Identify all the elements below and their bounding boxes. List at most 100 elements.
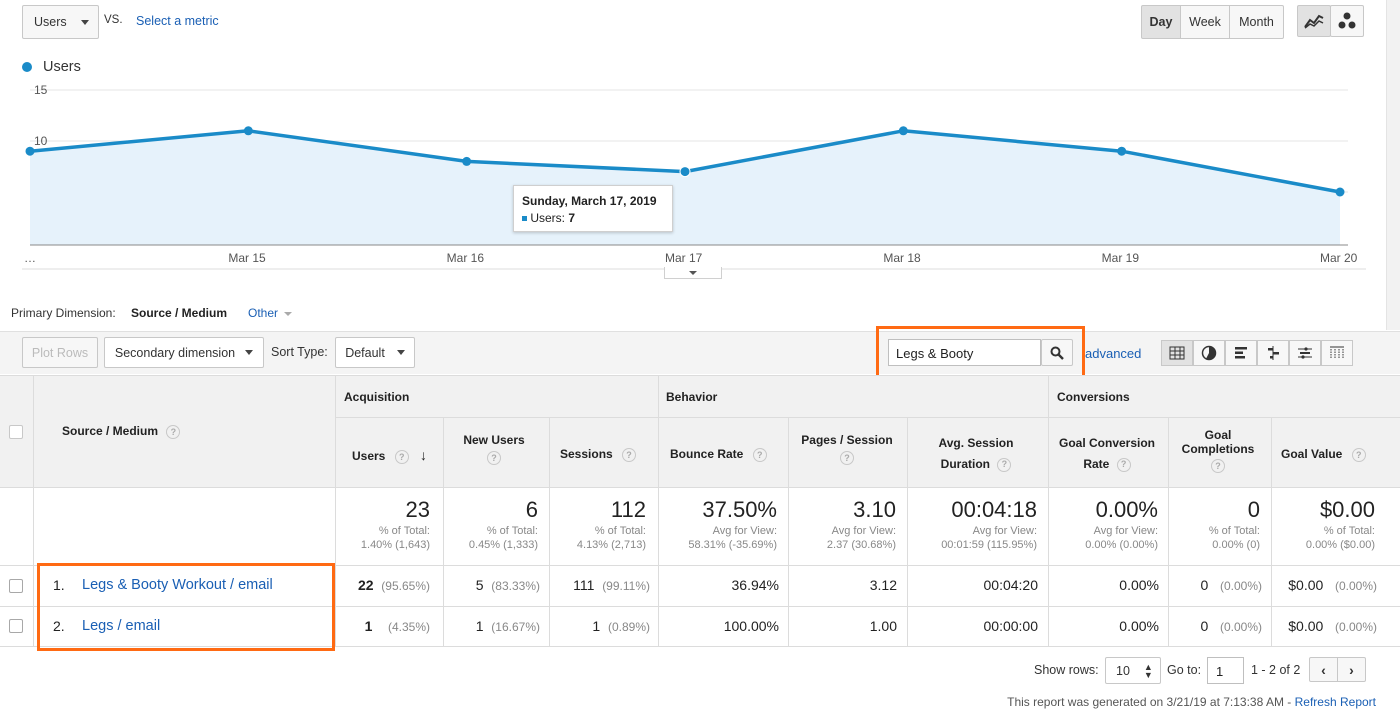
total-sessions: 112 [610, 497, 646, 522]
row-pages-session: 3.12 [869, 577, 897, 593]
total-sub-line: 0.00% ($0.00) [1305, 539, 1375, 551]
avg-session-duration-column-header[interactable]: Avg. Session Duration ? [922, 433, 1030, 475]
new-users-column-header[interactable]: New Users ? [449, 433, 539, 465]
row-users-pct: (4.35%) [387, 620, 430, 634]
row-users: 22 (95.65%) [335, 577, 430, 593]
total-sub-line: 0.00% (0) [1212, 539, 1260, 551]
avg-session-duration-header-label: Avg. Session Duration [938, 436, 1014, 471]
row-goal-value-pct: (0.00%) [1334, 620, 1377, 634]
dimension-column-header[interactable]: Source / Medium ? [62, 424, 181, 439]
secondary-dimension-select[interactable]: Secondary dimension [104, 337, 264, 368]
total-sub-line: Avg for View: [831, 525, 896, 537]
goto-input[interactable]: 1 [1207, 657, 1244, 684]
motion-chart-button[interactable] [1330, 5, 1364, 37]
previous-page-button[interactable]: ‹ [1309, 657, 1338, 682]
help-icon: ? [622, 447, 637, 462]
row-sessions-value: 111 [573, 577, 595, 593]
bounce-rate-column-header[interactable]: Bounce Rate ? [670, 447, 767, 462]
line-chart-button[interactable] [1297, 5, 1331, 37]
row-index: 1. [53, 577, 65, 593]
term-cloud-view-button[interactable] [1289, 340, 1321, 366]
sessions-column-header[interactable]: Sessions ? [560, 447, 637, 462]
report-table: Source / Medium ? Acquisition Behavior C… [0, 375, 1400, 647]
total-sub-line: 0.45% (1,333) [468, 539, 538, 551]
chevron-down-icon [80, 19, 89, 25]
total-new-users: 6 [525, 497, 538, 522]
sort-type-select[interactable]: Default [335, 337, 415, 368]
total-sub-line: Avg for View: [972, 525, 1037, 537]
total-sub-line: 00:01:59 (115.95%) [941, 539, 1037, 551]
table-search-input[interactable]: Legs & Booty [888, 339, 1041, 366]
row-index: 2. [53, 618, 65, 634]
pages-session-column-header[interactable]: Pages / Session ? [793, 433, 901, 465]
plot-rows-button[interactable]: Plot Rows [22, 337, 98, 368]
total-goal-conversion-rate: 0.00% [1095, 497, 1158, 522]
pages-session-header-label: Pages / Session [801, 433, 893, 447]
total-sub-line: 0.00% (0.00%) [1085, 539, 1158, 551]
data-view-button[interactable] [1161, 340, 1193, 366]
advanced-filter-link[interactable]: advanced [1085, 346, 1142, 361]
right-scrollbar[interactable] [1386, 0, 1400, 330]
pivot-view-button[interactable] [1321, 340, 1353, 366]
show-rows-select[interactable]: 10 ▲ ▼ [1105, 657, 1161, 684]
row-users-pct: (95.65%) [381, 579, 430, 593]
sessions-header-label: Sessions [560, 447, 613, 461]
performance-view-button[interactable] [1225, 340, 1257, 366]
row-checkbox[interactable] [9, 619, 23, 633]
goal-conversion-rate-column-header[interactable]: Goal Conversion Rate ? [1055, 433, 1159, 475]
pivot-icon [1330, 346, 1344, 359]
help-icon: ? [1116, 457, 1131, 472]
bounce-rate-header-label: Bounce Rate [670, 447, 744, 461]
month-button[interactable]: Month [1229, 5, 1284, 39]
goal-value-column-header[interactable]: Goal Value ? [1281, 447, 1366, 462]
row-new-users-pct: (16.67%) [491, 620, 540, 634]
total-sub-line: 1.40% (1,643) [360, 539, 430, 551]
tooltip-value: 7 [568, 211, 576, 225]
select-all-checkbox[interactable] [9, 425, 23, 439]
week-button[interactable]: Week [1180, 5, 1230, 39]
total-avg-session-duration-sub: Avg for View: 00:01:59 (115.95%) [907, 524, 1037, 552]
report-generated-text: This report was generated on 3/21/19 at … [1007, 695, 1295, 709]
other-dimension-link[interactable]: Other [248, 306, 293, 320]
tooltip-swatch [522, 216, 527, 222]
goal-completions-column-header[interactable]: Goal Completions ? [1172, 428, 1264, 473]
data-point [679, 166, 691, 178]
row-sessions-pct: (0.89%) [607, 620, 650, 634]
row-users-value: 1 [364, 618, 373, 634]
users-column-header[interactable]: Users ? ↓ [352, 447, 427, 464]
chart-legend: Users [22, 59, 81, 75]
refresh-report-link[interactable]: Refresh Report [1294, 695, 1376, 709]
select-metric-link[interactable]: Select a metric [136, 14, 219, 28]
row-goal-completions: 0 (0.00%) [1168, 618, 1263, 634]
tooltip-label: Users: [530, 211, 566, 225]
row-source-medium-link[interactable]: Legs / email [82, 618, 161, 634]
data-point [1335, 187, 1345, 197]
total-goal-completions-sub: % of Total: 0.00% (0) [1168, 524, 1260, 552]
chart-collapse-handle[interactable] [664, 267, 722, 279]
goto-label: Go to: [1167, 663, 1202, 677]
next-page-button[interactable]: › [1337, 657, 1366, 682]
row-source-medium-link[interactable]: Legs & Booty Workout / email [82, 577, 273, 593]
data-point [25, 146, 35, 156]
metric-select[interactable]: Users [22, 5, 99, 39]
sort-descending-icon: ↓ [420, 447, 428, 463]
x-tick-label: Mar 18 [883, 251, 921, 265]
total-sub-line: 4.13% (2,713) [576, 539, 646, 551]
row-checkbox[interactable] [9, 579, 23, 593]
chevron-right-icon: › [1349, 661, 1354, 678]
row-goal-completions: 0 (0.00%) [1168, 577, 1263, 593]
total-avg-session-duration: 00:04:18 [951, 497, 1037, 522]
rows-highlight-box [37, 563, 335, 651]
total-new-users-sub: % of Total: 0.45% (1,333) [443, 524, 538, 552]
percentage-view-button[interactable] [1193, 340, 1225, 366]
comparison-view-button[interactable] [1257, 340, 1289, 366]
row-new-users-pct: (83.33%) [491, 579, 540, 593]
conversions-group-header: Conversions [1057, 390, 1130, 404]
stepper-icon: ▲ ▼ [1143, 661, 1153, 680]
row-new-users-value: 1 [475, 618, 484, 634]
search-button[interactable] [1041, 339, 1073, 366]
help-icon: ? [1351, 447, 1366, 462]
primary-dimension-value[interactable]: Source / Medium [131, 306, 228, 320]
day-button[interactable]: Day [1141, 5, 1181, 39]
